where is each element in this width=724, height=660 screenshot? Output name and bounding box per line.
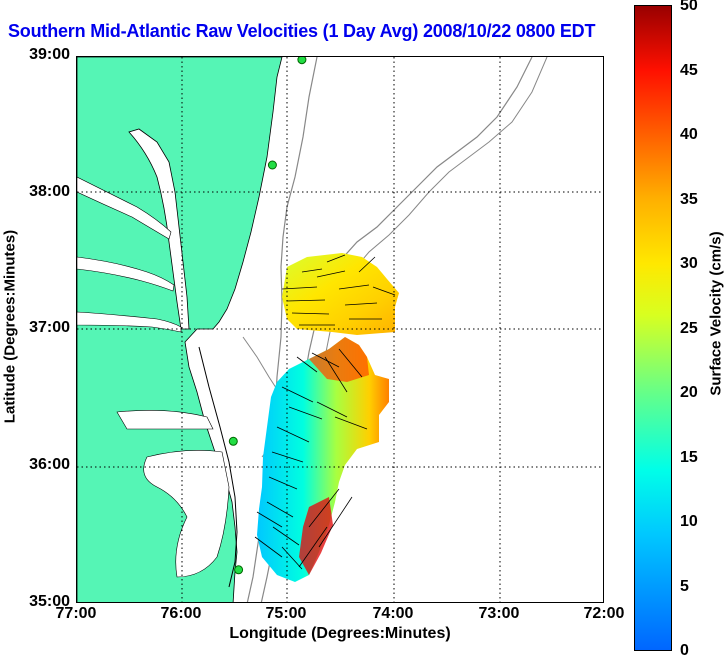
radar-station-marker <box>229 437 237 445</box>
radar-station-marker <box>235 566 243 574</box>
x-tick-label: 72:00 <box>574 605 634 623</box>
x-tick-label: 76:00 <box>151 605 211 623</box>
radar-station-marker <box>268 161 276 169</box>
colorbar-tick-label: 50 <box>680 0 698 15</box>
colorbar-tick-label: 20 <box>680 384 698 402</box>
x-tick-label: 73:00 <box>469 605 529 623</box>
colorbar-tick-label: 35 <box>680 191 698 209</box>
colorbar-tick-label: 30 <box>680 255 698 273</box>
colorbar-tick-label: 15 <box>680 449 698 467</box>
y-tick-label: 36:00 <box>0 456 70 474</box>
colorbar-tick-label: 40 <box>680 126 698 144</box>
map-plot-area <box>76 56 604 603</box>
colorbar-title: Surface Velocity (cm/s) <box>708 214 724 414</box>
colorbar-tick-label: 45 <box>680 62 698 80</box>
map-svg <box>77 57 604 603</box>
x-tick-label: 77:00 <box>46 605 106 623</box>
y-axis-label: Latitude (Degrees:Minutes) <box>2 227 19 427</box>
map-title: Southern Mid-Atlantic Raw Velocities (1 … <box>8 21 595 42</box>
velocity-patch-north <box>282 253 399 335</box>
colorbar-tick-label: 10 <box>680 513 698 531</box>
velocity-colorbar <box>634 5 672 651</box>
x-tick-label: 75:00 <box>256 605 316 623</box>
radar-station-marker <box>298 57 306 64</box>
y-tick-label: 39:00 <box>0 46 70 64</box>
colorbar-tick-label: 0 <box>680 642 689 660</box>
y-tick-label: 38:00 <box>0 183 70 201</box>
colorbar-tick-label: 5 <box>680 578 689 596</box>
x-tick-label: 74:00 <box>363 605 423 623</box>
x-axis-label: Longitude (Degrees:Minutes) <box>200 625 480 643</box>
colorbar-tick-label: 25 <box>680 320 698 338</box>
